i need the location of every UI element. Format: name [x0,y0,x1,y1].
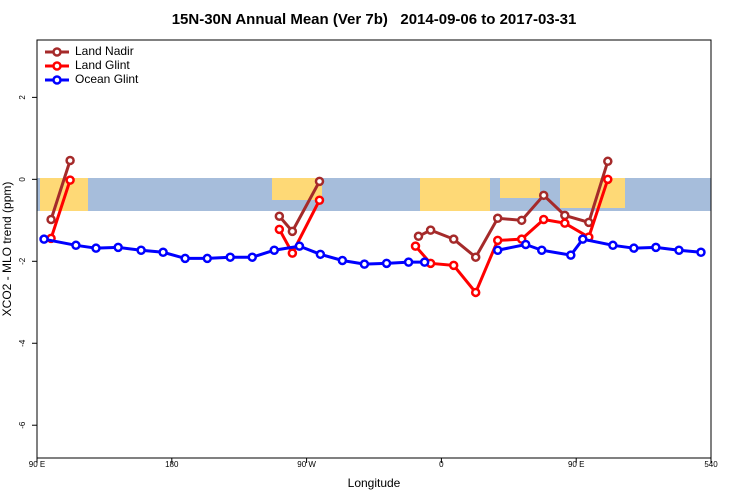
point [113,242,123,253]
y-tick-label: 0 [18,177,27,182]
point [492,213,503,224]
y-tick-label: -2 [18,257,27,265]
point [608,240,618,251]
point [566,250,576,260]
point [413,231,424,242]
point [71,240,81,251]
point [46,214,56,225]
x-tick-label: 540 [704,460,718,469]
point [269,245,279,255]
point [603,156,613,167]
y-tick-label: -6 [18,421,27,429]
point [560,210,570,221]
point [65,175,75,185]
legend-marker [52,47,62,57]
x-tick-label: 90 W [297,460,316,469]
point [91,243,101,253]
x-tick-label: 90 E [568,460,584,469]
legend-marker [52,75,62,85]
legend-label: Land Glint [75,58,130,72]
point [629,243,639,253]
legend-marker [52,61,62,71]
point [202,253,213,264]
chart-title: 15N-30N Annual Mean (Ver 7b) 2014-09-06 … [172,11,577,28]
y-tick-label: 2 [18,95,27,100]
point [337,255,348,266]
point [39,234,49,244]
point [448,260,459,271]
y-tick-label: -4 [18,339,27,347]
point [560,218,570,228]
point [651,242,661,253]
point [425,225,436,235]
point [65,155,75,166]
legend-label: Ocean Glint [75,72,139,86]
y-axis-label: XCO2 - MLO trend (ppm) [0,182,14,317]
point [294,241,305,251]
point [287,248,298,258]
point [381,258,392,269]
point [314,176,325,187]
point [696,247,706,258]
point [584,217,594,228]
point [247,252,257,262]
point [448,234,459,244]
point [315,249,326,260]
point [419,257,430,267]
point [538,214,549,225]
x-tick-label: 180 [165,460,179,469]
point [470,252,481,262]
point [287,226,298,237]
point [674,245,684,255]
point [158,247,168,258]
point [136,245,146,255]
plot-frame [36,39,712,459]
point [538,190,549,201]
point [314,195,325,205]
point [180,253,190,264]
point [225,252,235,262]
point [274,211,285,221]
x-tick-label: 0 [439,460,444,469]
point [537,245,547,255]
point [410,241,421,251]
point [492,245,503,255]
point [359,259,370,269]
x-axis-label: Longitude [348,476,401,490]
point [578,234,588,244]
point [603,174,613,185]
point [520,239,531,250]
point [516,215,527,226]
point [470,287,481,298]
point [492,235,503,246]
point [403,257,414,267]
legend-label: Land Nadir [75,44,134,58]
x-tick-label: 90 E [29,460,45,469]
point [274,224,285,235]
